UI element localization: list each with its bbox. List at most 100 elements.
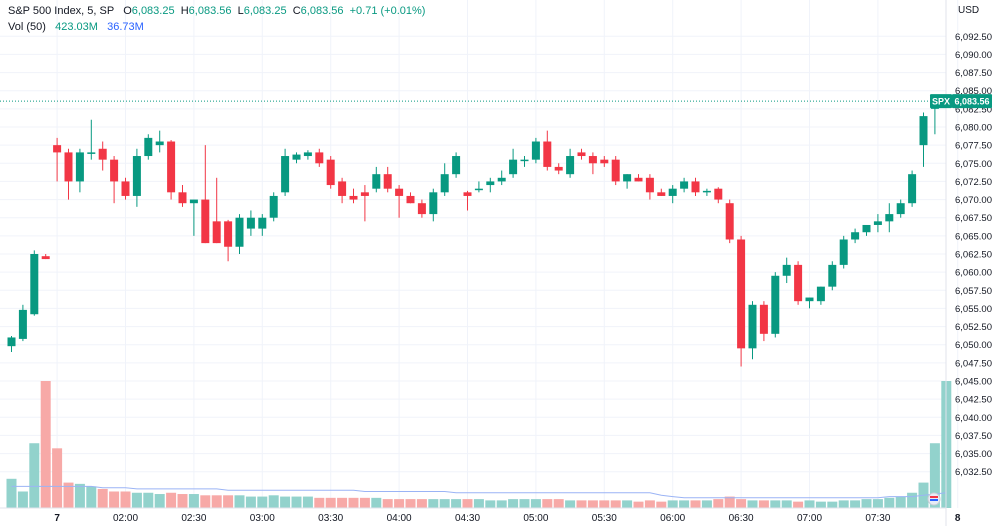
candle-body	[896, 203, 905, 215]
volume-bar	[576, 500, 587, 508]
volume-bar	[348, 497, 359, 508]
candle	[53, 137, 62, 182]
candle-body	[474, 188, 483, 191]
candle-body	[303, 152, 312, 157]
candle	[680, 177, 689, 193]
volume-value: 423.03M	[55, 21, 98, 33]
volume-bar	[416, 499, 427, 508]
candle	[201, 145, 210, 244]
time-tick-label: 04:00	[387, 513, 412, 524]
candle	[121, 177, 130, 200]
candle-body	[748, 304, 757, 349]
price-tick-label: 6,065.00	[955, 231, 992, 242]
candle-body	[383, 174, 392, 189]
price-axis[interactable]: 6,032.50 6,035.00 6,037.50 6,040.00 6,042.50…	[955, 32, 992, 478]
volume-bar	[17, 491, 28, 508]
price-tick-label: 6,080.00	[955, 123, 992, 134]
volume-bar	[496, 500, 507, 508]
candle-body	[486, 181, 495, 186]
time-tick-label: 02:00	[113, 513, 138, 524]
candle	[167, 140, 176, 200]
symbol-title[interactable]: S&P 500 Index, 5, SP	[8, 5, 115, 17]
volume-bar	[724, 496, 735, 508]
volume-bar	[143, 492, 154, 508]
candle	[600, 156, 609, 167]
candles	[7, 101, 951, 367]
volume-bar	[177, 494, 188, 508]
high-label: H	[180, 5, 189, 17]
candle	[805, 297, 814, 309]
volume-bar	[929, 443, 940, 508]
price-tick-label: 6,075.00	[955, 159, 992, 170]
candle-body	[577, 152, 586, 157]
volume-bar	[781, 500, 792, 508]
volume-bar	[382, 499, 393, 508]
candle-body	[30, 254, 39, 315]
volume-bar	[542, 499, 553, 508]
candle-body	[794, 264, 803, 302]
candle-body	[132, 156, 141, 196]
candle-body	[189, 199, 198, 204]
candle	[18, 304, 27, 342]
time-axis[interactable]: 7 02:00 02:30 03:00 03:30 04:00 04:30 05:00 05:3…	[54, 513, 961, 524]
candle-body	[110, 159, 119, 182]
volume-bar	[884, 497, 895, 508]
volume-bar	[633, 501, 644, 508]
candle-body	[611, 159, 620, 182]
candle-body	[497, 177, 506, 182]
volume-ma-value: 36.73M	[107, 21, 144, 33]
volume-bar	[405, 499, 416, 508]
candle-body	[714, 188, 723, 200]
volume-bar	[758, 500, 769, 508]
grid-lines	[0, 0, 959, 508]
price-tick-label: 6,047.50	[955, 358, 992, 369]
candle-body	[771, 275, 780, 334]
candle	[315, 148, 324, 167]
candle-body	[144, 137, 153, 157]
volume-bar	[280, 496, 291, 508]
candle	[75, 148, 84, 193]
candle	[395, 185, 404, 218]
candle	[417, 199, 426, 218]
candle-body	[851, 232, 860, 240]
candle	[748, 301, 757, 360]
volume-label[interactable]: Vol (50)	[8, 21, 46, 33]
volume-bar	[793, 501, 804, 508]
volume-bar	[439, 499, 450, 508]
currency-label[interactable]: USD	[958, 5, 980, 16]
candle-body	[657, 192, 666, 196]
candle	[144, 134, 153, 160]
candle	[896, 199, 905, 218]
candle-body	[543, 141, 552, 167]
volume-bar	[314, 497, 325, 508]
candle	[486, 177, 495, 193]
candle	[235, 214, 244, 254]
candle	[577, 148, 586, 160]
candle	[64, 148, 73, 200]
flag-icon[interactable]	[927, 492, 941, 506]
candle	[828, 261, 837, 291]
volume-bar	[553, 499, 564, 508]
price-tick-label: 6,052.50	[955, 322, 992, 333]
candle-body	[201, 199, 210, 244]
volume-bar	[86, 486, 97, 508]
volume-bar	[371, 497, 382, 508]
candle	[338, 177, 347, 204]
candle-body	[41, 256, 50, 260]
candle-body	[680, 181, 689, 189]
candle-body	[178, 192, 187, 204]
candle-body	[372, 174, 381, 189]
candle-body	[326, 159, 335, 186]
candle	[98, 141, 107, 171]
candle	[269, 192, 278, 222]
price-tick-label: 6,055.00	[955, 304, 992, 315]
candle	[885, 203, 894, 233]
ohlc-row: S&P 500 Index, 5, SP O6,083.25 H6,083.56…	[8, 3, 425, 19]
price-tick-label: 6,070.00	[955, 195, 992, 206]
candle	[566, 148, 575, 178]
candle	[725, 199, 734, 244]
candle-body	[737, 239, 746, 349]
candle	[714, 187, 723, 204]
price-tick-label: 6,072.50	[955, 177, 992, 188]
